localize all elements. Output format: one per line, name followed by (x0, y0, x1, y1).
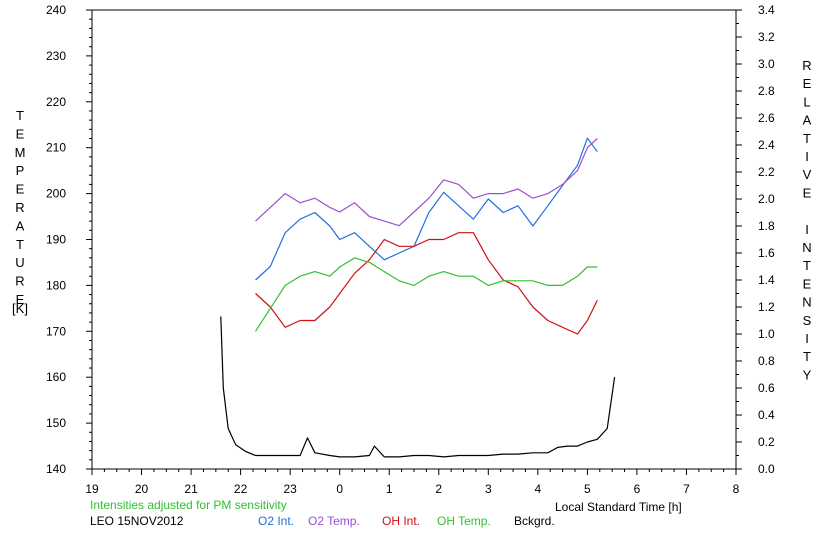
legend-o2-temp: O2 Temp. (308, 514, 360, 528)
series-lines (220, 137, 616, 458)
y-left-tick-label: 180 (46, 278, 66, 292)
y-right-tick-label: 2.6 (758, 111, 775, 125)
axes-frame (91, 9, 737, 470)
x-tick-label: 22 (234, 482, 248, 496)
legend-o2-int: O2 Int. (258, 514, 295, 528)
series-line-o2-int (255, 137, 598, 281)
y-right-tick-label: 1.2 (758, 300, 775, 314)
y-left-tick-label: 160 (46, 370, 66, 384)
y-left-label-letter: T (16, 108, 24, 123)
y-right-tick-label: 3.4 (758, 3, 775, 17)
y-right-tick-label: 1.0 (758, 327, 775, 341)
x-tick-label: 8 (733, 482, 740, 496)
y-left-tick-label: 210 (46, 141, 66, 155)
y-left-tick-label: 200 (46, 187, 66, 201)
y-right-label-letter: E (803, 185, 812, 200)
y-right-label-letter: I (805, 222, 809, 237)
y-left-label-letter: R (15, 200, 24, 215)
y-right-tick-label: 1.6 (758, 246, 775, 260)
x-tick-label: 19 (85, 482, 99, 496)
y-left-tick-label: 140 (46, 462, 66, 476)
x-tick-label: 0 (336, 482, 343, 496)
y-left-label-letter: E (16, 126, 25, 141)
y-right-label-letter: I (805, 331, 809, 346)
y-left-label-letter: R (15, 274, 24, 289)
y-right-tick-label: 0.6 (758, 381, 775, 395)
legend-oh-temp: OH Temp. (437, 514, 491, 528)
y-right-label-letter: T (803, 258, 811, 273)
y-right-tick-label: 2.0 (758, 192, 775, 206)
x-ticks: 19 20 21 22 23 0 1 2 3 4 5 6 7 8 (85, 469, 740, 496)
y-right-label-letter: A (803, 113, 812, 128)
y-right-label-letter: N (802, 295, 811, 310)
y-right-tick-label: 0.4 (758, 408, 775, 422)
x-tick-label: 4 (535, 482, 542, 496)
y-right-label-letter: T (803, 349, 811, 364)
y-left-label-letter: E (16, 292, 25, 307)
y-right-tick-label: 1.8 (758, 219, 775, 233)
series-line-oh-temp (254, 257, 598, 332)
y-right-label-letter: V (803, 167, 812, 182)
series-line-bckgrd (220, 316, 616, 458)
y-right-tick-label: 2.2 (758, 165, 775, 179)
y-right-label-letter: E (803, 276, 812, 291)
y-left-tick-label: 170 (46, 324, 66, 338)
y-right-tick-label: 0.2 (758, 435, 775, 449)
x-tick-label: 7 (683, 482, 690, 496)
y-right-tick-label: 3.0 (758, 57, 775, 71)
legend-oh-int: OH Int. (382, 514, 421, 528)
y-right-tick-label: 3.2 (758, 30, 775, 44)
y-left-tick-label: 240 (46, 3, 66, 17)
y-right-label-letter: S (803, 313, 812, 328)
x-tick-label: 6 (634, 482, 641, 496)
y-left-tick-label: 230 (46, 49, 66, 63)
x-tick-label: 21 (184, 482, 198, 496)
y-right-tick-label: 0.8 (758, 354, 775, 368)
x-tick-label: 23 (283, 482, 297, 496)
y-left-label-letter: M (15, 145, 26, 160)
x-tick-label: 20 (135, 482, 149, 496)
station-date: LEO 15NOV2012 (90, 514, 184, 528)
y-left-unit-label: [K] (12, 301, 28, 316)
y-left-label-letter: U (15, 255, 24, 270)
y-right-tick-label: 1.4 (758, 273, 775, 287)
y-left-label-letter: T (16, 237, 24, 252)
y-right-tick-label: 2.8 (758, 84, 775, 98)
y-left-ticks: 140 150 160 170 180 190 200 210 220 230 240 (46, 3, 92, 476)
x-tick-label: 2 (435, 482, 442, 496)
y-left-tick-label: 190 (46, 233, 66, 247)
y-right-label-letter: I (805, 149, 809, 164)
legend-bckgrd: Bckgrd. (514, 514, 555, 528)
series-line-oh-int (255, 232, 598, 335)
y-right-tick-label: 2.4 (758, 138, 775, 152)
y-right-label-letter: L (803, 94, 810, 109)
y-left-tick-label: 220 (46, 95, 66, 109)
x-tick-label: 1 (386, 482, 393, 496)
plot-frame (91, 9, 737, 470)
x-tick-label: 3 (485, 482, 492, 496)
pm-sensitivity-note: Intensities adjusted for PM sensitivity (90, 498, 287, 512)
y-right-label-letter: E (803, 76, 812, 91)
y-left-tick-label: 150 (46, 416, 66, 430)
y-left-label-letter: P (16, 163, 25, 178)
y-right-tick-label: 0.0 (758, 462, 775, 476)
x-tick-label: 5 (584, 482, 591, 496)
y-right-label-letter: T (803, 131, 811, 146)
y-right-ticks: 0.0 0.2 0.4 0.6 0.8 1.0 1.2 1.4 1.6 1.8 2.0 2.2 2.4 2… (736, 3, 775, 476)
series-line-o2-temp (255, 138, 598, 227)
y-right-label-letter: N (802, 240, 811, 255)
y-left-label-letter: A (16, 218, 25, 233)
y-right-label-letter: Y (803, 367, 812, 382)
y-left-label-letter: E (16, 182, 25, 197)
y-right-label-letter: R (802, 58, 811, 73)
x-axis-label: Local Standard Time [h] (555, 500, 682, 514)
